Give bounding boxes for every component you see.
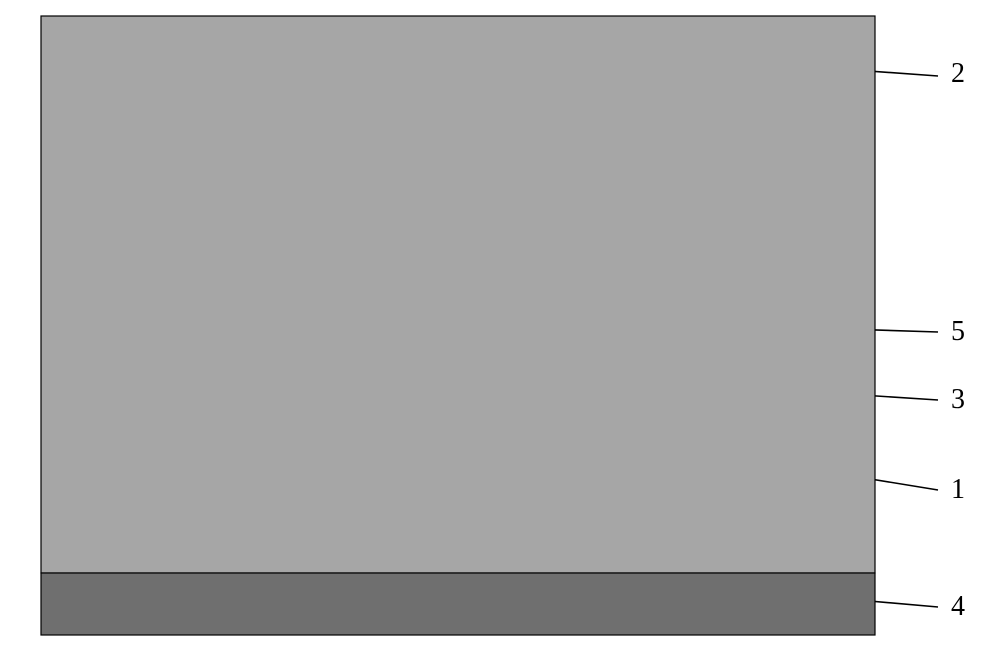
callout-2: 2 [951,58,965,89]
silicon-substrate [41,573,875,635]
callout-1: 1 [951,474,965,505]
callout-3: 3 [951,384,965,415]
callout-5: 5 [951,316,965,347]
callout-4: 4 [951,591,965,622]
silica-slab [41,16,875,573]
